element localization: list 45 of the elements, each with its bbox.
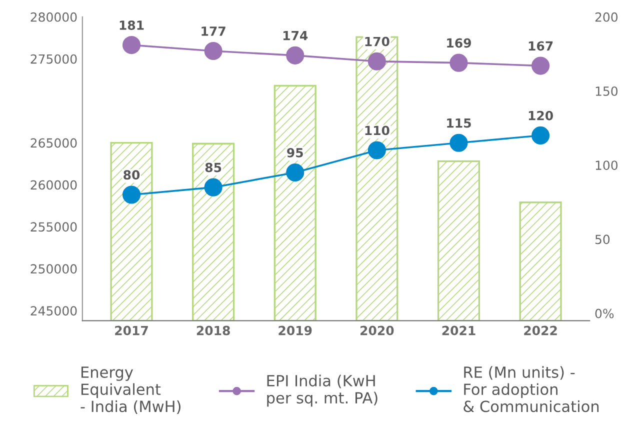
point — [286, 163, 304, 182]
point — [122, 186, 141, 204]
y-tick-label: 265000 — [30, 138, 77, 148]
data-label: 115 — [447, 118, 471, 128]
y-tick-label: 275000 — [30, 54, 77, 64]
point — [450, 134, 468, 152]
data-label: 120 — [528, 110, 553, 120]
x-tick-label: 2020 — [360, 326, 394, 336]
data-label: 95 — [287, 148, 303, 158]
legend-label: Energy Equivalent - India (MwH) — [80, 366, 180, 414]
point — [204, 178, 222, 196]
y-tick-label: 260000 — [30, 180, 77, 190]
legend-label: RE (Mn units) - For adoption & Communication — [464, 366, 599, 412]
point — [368, 141, 386, 160]
y-tick-label: 255000 — [30, 222, 77, 232]
data-label: 174 — [283, 31, 308, 40]
data-label: 85 — [205, 162, 222, 172]
y2-tick-label: 100 — [596, 160, 618, 170]
point — [204, 42, 222, 60]
data-label: 167 — [528, 41, 553, 51]
data-label: 80 — [124, 170, 140, 180]
data-label: 110 — [365, 126, 390, 136]
data-label: 169 — [447, 38, 471, 48]
point — [532, 56, 550, 75]
point — [450, 54, 468, 72]
legend-label: EPI India (KwH per sq. mt. PA) — [267, 374, 378, 407]
data-label: 177 — [202, 26, 226, 36]
y2-tick-label: 150 — [596, 86, 618, 96]
point — [122, 36, 141, 54]
y2-tick-label: 200 — [595, 12, 618, 22]
x-tick-label: 2022 — [524, 326, 557, 336]
x-tick-label: 2018 — [196, 326, 230, 336]
y-tick-label: 245000 — [30, 306, 77, 316]
point — [368, 52, 386, 70]
x-tick-label: 2021 — [442, 326, 476, 336]
y-tick-label: 250000 — [30, 264, 77, 274]
y-tick-label: 280000 — [30, 12, 77, 22]
x-tick-label: 2017 — [115, 326, 148, 336]
point — [532, 126, 550, 144]
data-label: 181 — [120, 20, 144, 30]
x-tick-label: 2019 — [278, 326, 312, 336]
data-label: 170 — [365, 36, 390, 46]
point — [286, 46, 304, 64]
y2-tick-label: 50 — [595, 234, 610, 244]
y2-tick-label: 0% — [595, 308, 614, 318]
